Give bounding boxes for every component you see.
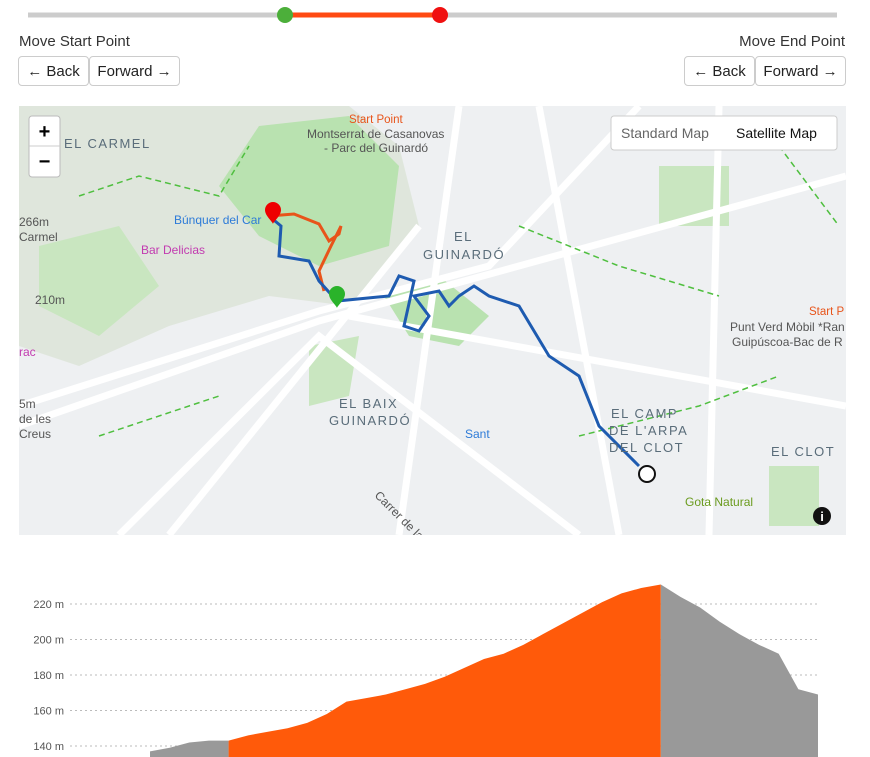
end-knob[interactable] bbox=[432, 7, 448, 23]
map-label: 266m bbox=[19, 215, 49, 229]
map[interactable]: + − Standard Map Satellite Map EL CARMEL… bbox=[19, 106, 846, 535]
start-forward[interactable]: Forward → bbox=[89, 56, 180, 86]
y-tick-label: 220 m bbox=[33, 599, 64, 611]
map-label: Guipúscoa-Bac de R bbox=[732, 335, 843, 349]
roads bbox=[19, 106, 846, 535]
zoom-out[interactable]: − bbox=[39, 151, 51, 173]
map-label: 5m bbox=[19, 397, 36, 411]
map-label: GUINARDÓ bbox=[423, 247, 505, 262]
range-slider bbox=[28, 7, 837, 23]
map-label: EL CARMEL bbox=[64, 136, 151, 151]
route bbox=[268, 214, 641, 468]
elevation-area bbox=[150, 740, 229, 757]
y-tick-label: 200 m bbox=[33, 635, 64, 647]
map-label: GUINARDÓ bbox=[329, 413, 411, 428]
map-label: EL BAIX bbox=[339, 396, 398, 411]
map-label: Creus bbox=[19, 427, 51, 441]
finish-marker bbox=[638, 465, 656, 483]
info-button[interactable] bbox=[813, 507, 831, 525]
start-label: Move Start Point bbox=[19, 33, 130, 50]
start-back[interactable]: ← Back bbox=[18, 56, 89, 86]
map-label: EL CAMP bbox=[611, 406, 678, 421]
end-label: Move End Point bbox=[739, 33, 845, 50]
map-label: Start P bbox=[809, 306, 844, 318]
end-forward[interactable]: Forward → bbox=[755, 56, 846, 86]
map-label: Punt Verd Mòbil *Ran bbox=[730, 320, 845, 334]
map-label: Montserrat de Casanovas bbox=[307, 127, 444, 141]
zoom-control: + − bbox=[28, 115, 61, 178]
map-type-box bbox=[610, 115, 838, 151]
route-selected bbox=[268, 212, 343, 292]
elevation-chart: 220 m 200 m 180 m 160 m 140 m bbox=[33, 584, 818, 757]
map-label: Sant bbox=[465, 427, 490, 441]
satellite-map[interactable]: Satellite Map bbox=[736, 125, 817, 141]
y-tick-label: 180 m bbox=[33, 670, 64, 682]
paths bbox=[78, 145, 840, 437]
map-label: Carmel bbox=[19, 230, 58, 244]
map-label: Búnquer del Car bbox=[174, 213, 261, 227]
park bbox=[219, 116, 399, 266]
map-label: EL CLOT bbox=[771, 444, 835, 459]
start-marker bbox=[329, 286, 345, 308]
elevation-area bbox=[228, 584, 661, 757]
end-marker bbox=[265, 202, 281, 224]
map-label: - Parc del Guinardó bbox=[324, 141, 428, 155]
map-label: de les bbox=[19, 412, 51, 426]
y-tick-label: 160 m bbox=[33, 706, 64, 718]
map-label: 210m bbox=[35, 293, 65, 307]
park bbox=[39, 226, 159, 336]
standard-map[interactable]: Standard Map bbox=[621, 125, 709, 141]
map-label: Start Point bbox=[349, 114, 403, 126]
park bbox=[769, 466, 819, 526]
elevation-area bbox=[660, 584, 818, 757]
map-label: DEL CLOT bbox=[609, 440, 684, 455]
map-label: EL bbox=[454, 229, 473, 244]
map-label: Bar Delicias bbox=[141, 243, 205, 257]
zoom-in[interactable]: + bbox=[39, 121, 51, 143]
start-knob[interactable] bbox=[277, 7, 293, 23]
end-back[interactable]: ← Back bbox=[684, 56, 755, 86]
info-icon: i bbox=[820, 509, 824, 524]
map-label: Gota Natural bbox=[685, 495, 753, 509]
map-label: rac bbox=[19, 345, 36, 359]
y-tick-label: 140 m bbox=[33, 741, 64, 753]
map-label: DE L'ARPA bbox=[609, 423, 688, 438]
